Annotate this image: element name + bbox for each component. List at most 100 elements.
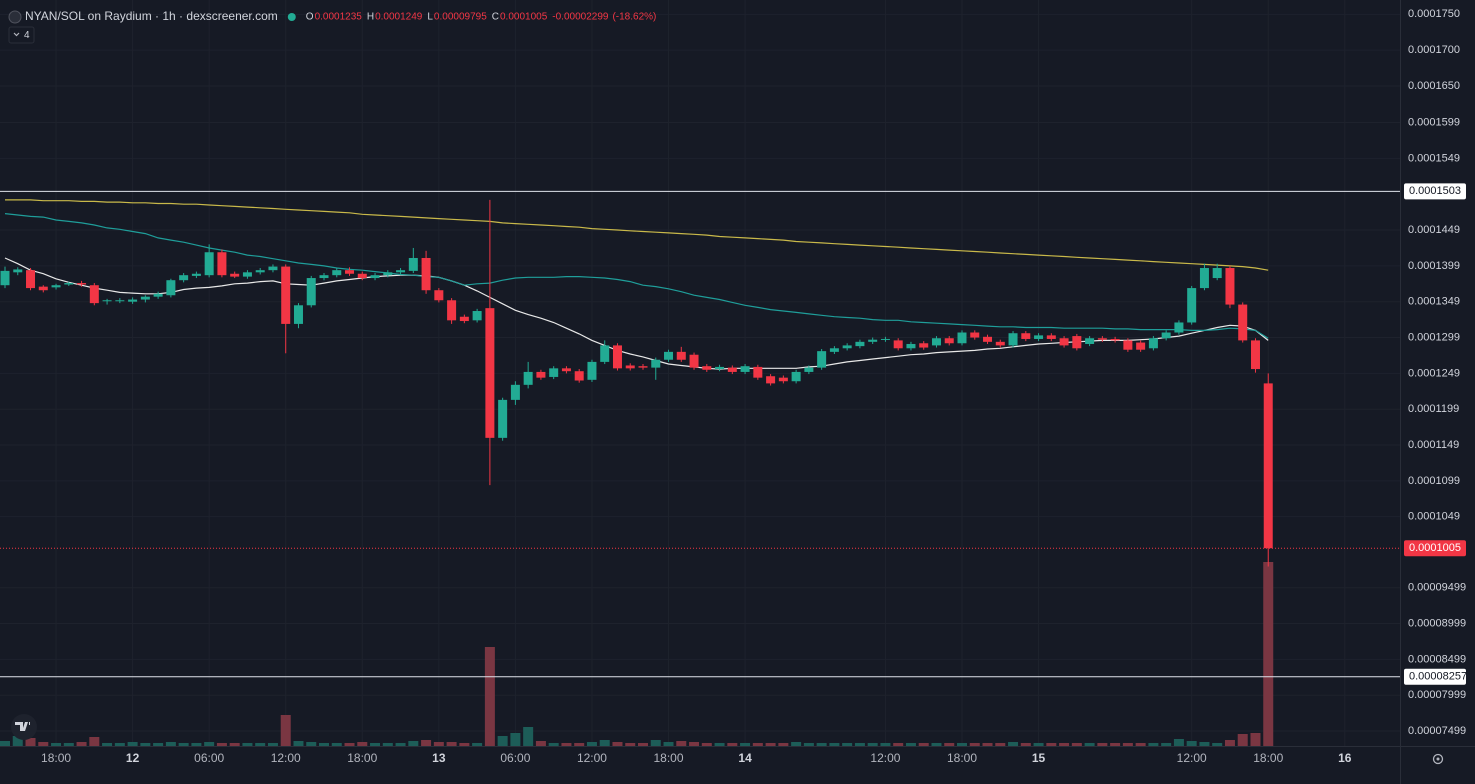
volume-bar [931, 743, 942, 746]
volume-bar [880, 743, 891, 746]
candle-body [753, 366, 763, 378]
volume-bar [127, 742, 138, 746]
candle-body [306, 278, 316, 306]
x-tick-label: 18:00 [41, 751, 71, 765]
volume-bar [472, 743, 483, 746]
indicator-toggle[interactable] [8, 26, 35, 44]
ohlc-legend: O 0.0001235 H 0.0001249 L 0.00009795 C 0.000100… [287, 12, 656, 23]
volume-bar [114, 743, 125, 746]
candle-layer [0, 199, 1273, 567]
candle-body [319, 275, 329, 279]
candle-body [574, 371, 584, 381]
volume-bar [1071, 743, 1082, 746]
candle-body [1250, 340, 1260, 370]
volume-bar [1173, 739, 1184, 746]
volume-bar [548, 743, 559, 746]
ma-layer [4, 199, 1269, 370]
candle-body [1123, 340, 1133, 350]
volume-bar [944, 743, 955, 746]
volume-bar [1110, 743, 1121, 746]
volume-bar [1237, 734, 1248, 746]
volume-bar [51, 743, 62, 746]
volume-bar [395, 743, 406, 746]
volume-bar [1097, 743, 1108, 746]
volume-bar [1008, 742, 1019, 746]
volume-bar [829, 743, 840, 746]
candle-body [523, 371, 533, 385]
volume-bar [752, 743, 763, 746]
volume-bar [574, 743, 585, 746]
x-tick-label: 13 [432, 751, 446, 765]
candle-body [26, 270, 36, 289]
candle-body [64, 283, 74, 285]
volume-bar [319, 743, 329, 746]
volume-bar [740, 743, 751, 746]
volume-bar [803, 743, 814, 746]
volume-bar [1199, 742, 1210, 746]
candle-body [357, 273, 367, 279]
y-tick-label: 0.0001650 [1408, 80, 1460, 92]
volume-bar [842, 743, 853, 746]
candle-body [1136, 342, 1146, 350]
candle-body [804, 367, 814, 372]
candle-body [855, 341, 865, 347]
volume-bar [63, 743, 74, 746]
candle-body [561, 368, 571, 372]
volume-bar [497, 736, 508, 746]
volume-bar [676, 741, 687, 746]
volume-bar [306, 742, 317, 746]
volume-bar [382, 743, 393, 746]
volume-bar [701, 743, 712, 746]
symbol-icon [8, 10, 22, 24]
candle-body [281, 266, 291, 324]
candle-body [1008, 333, 1018, 346]
candle-body [383, 272, 393, 276]
candle-body [1034, 335, 1044, 339]
volume-bar [242, 743, 253, 746]
volume-bar [484, 647, 495, 746]
chevron-icon [13, 32, 20, 37]
volume-bar [344, 743, 355, 746]
candle-body [740, 366, 750, 372]
volume-bar [89, 737, 100, 746]
candle-body [715, 366, 725, 370]
candle-body [970, 332, 980, 338]
y-tick-label: 0.0001049 [1408, 511, 1460, 523]
volume-bar [523, 727, 534, 746]
candle-body [230, 273, 240, 277]
volume-bar [957, 743, 967, 746]
candle-body [868, 339, 878, 342]
candle-body [1161, 332, 1171, 339]
x-tick-label: 18:00 [654, 751, 684, 765]
candle-body [510, 384, 520, 400]
volume-bar [650, 740, 661, 746]
volume-bar [331, 743, 342, 746]
candle-body [727, 367, 737, 372]
overlay-layer: 0.0001750 0.0001700 0.0001650 0.0001599 0.00… [0, 8, 1467, 765]
y-tick-label: 0.0001249 [1408, 367, 1460, 379]
volume-bar [1135, 743, 1146, 746]
candle-body [191, 273, 201, 276]
candle-body [1110, 338, 1120, 341]
volume-bar [1224, 740, 1235, 746]
volume-bar [1084, 743, 1095, 746]
volume-bar [1186, 741, 1197, 746]
settings-icon[interactable] [1432, 753, 1444, 765]
candle-body [0, 270, 10, 286]
volume-bar [267, 743, 278, 746]
x-tick-label: 12:00 [577, 751, 607, 765]
candle-body [255, 270, 265, 273]
candle-body [434, 290, 444, 301]
candle-body [102, 300, 112, 302]
candle-body [664, 351, 674, 360]
volume-bar [38, 742, 49, 746]
ohlc-label: C [492, 12, 499, 23]
volume-bar [0, 741, 10, 746]
volume-bar [893, 743, 904, 746]
candle-body [153, 293, 163, 297]
candle-body [893, 340, 903, 349]
volume-bar [918, 743, 929, 746]
volume-bar [433, 742, 444, 746]
x-tick-label: 16 [1338, 751, 1352, 765]
